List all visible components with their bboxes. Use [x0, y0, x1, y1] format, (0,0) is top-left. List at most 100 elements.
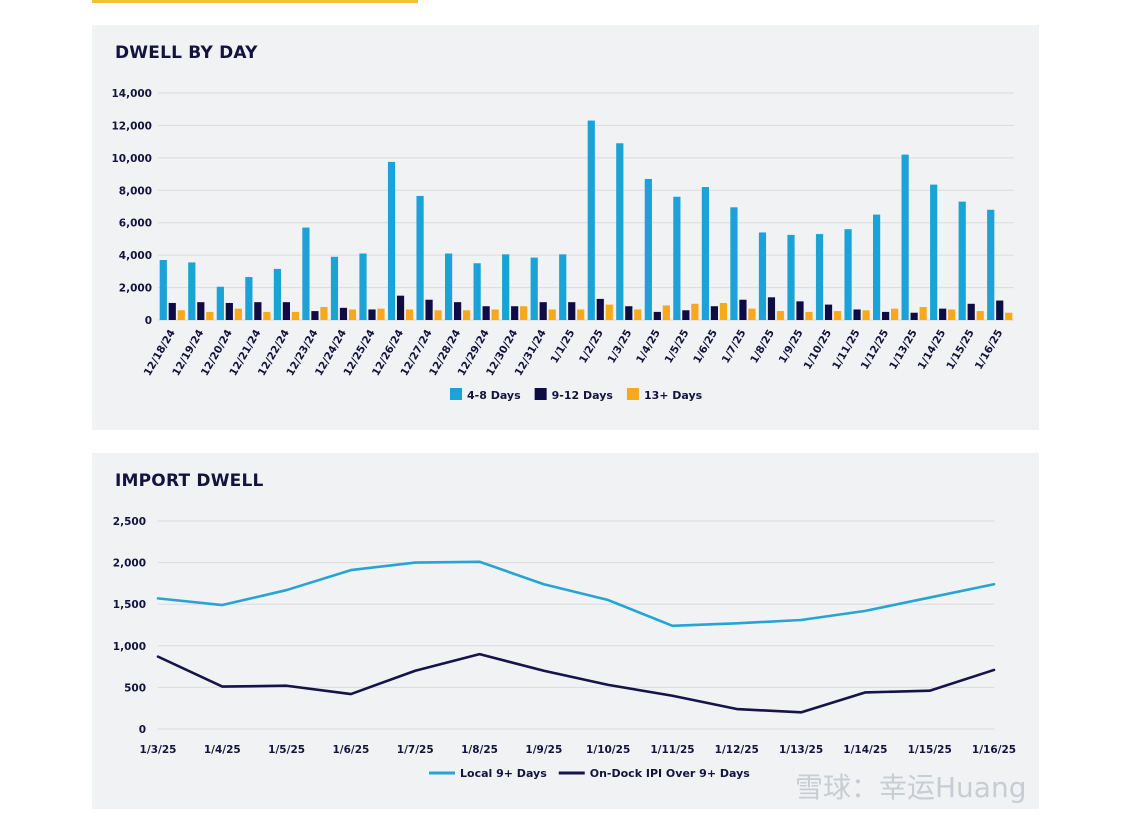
x-tick-label: 1/14/25: [843, 744, 887, 756]
bar-4-8-days: [530, 257, 538, 320]
bar-4-8-days: [730, 207, 738, 320]
y-tick-label: 12,000: [111, 120, 152, 132]
x-tick-label: 1/4/25: [204, 744, 241, 756]
bar-9-12-days: [824, 304, 833, 320]
bar-13-plus-days: [1005, 312, 1013, 320]
bar-9-12-days: [254, 302, 262, 320]
bar-9-12-days: [454, 302, 462, 320]
y-tick-label: 0: [145, 315, 152, 327]
bar-9-12-days: [368, 309, 376, 320]
bar-4-8-days: [815, 234, 824, 320]
bar-4-8-days: [188, 262, 196, 320]
x-tick-label: 1/13/25: [779, 744, 823, 756]
bar-13-plus-days: [805, 311, 813, 320]
import-dwell-title: IMPORT DWELL: [115, 471, 264, 491]
bar-13-plus-days: [833, 311, 842, 320]
x-tick-label: 1/15/25: [944, 328, 976, 372]
bar-9-12-days: [539, 302, 547, 320]
legend-label: On-Dock IPI Over 9+ Days: [590, 767, 751, 780]
bar-4-8-days: [901, 154, 909, 320]
bar-13-plus-days: [948, 309, 956, 320]
bar-13-plus-days: [748, 308, 756, 320]
bar-4-8-days: [587, 120, 595, 320]
bar-9-12-days: [568, 302, 576, 320]
bar-9-12-days: [939, 308, 947, 320]
bar-4-8-days-legend-swatch: [450, 388, 462, 400]
y-tick-label: 14,000: [111, 88, 152, 100]
bar-4-8-days: [844, 229, 852, 320]
y-tick-label: 1,000: [113, 641, 146, 653]
bar-9-12-days: [653, 311, 661, 320]
bar-13-plus-days: [976, 311, 984, 320]
y-tick-label: 2,000: [119, 283, 152, 295]
bar-13-plus-days: [348, 309, 357, 320]
bar-9-12-days: [710, 306, 718, 320]
bar-13-plus-days: [206, 311, 214, 320]
bar-4-8-days: [387, 161, 396, 320]
bar-13-plus-days: [320, 307, 328, 320]
x-tick-label: 1/4/25: [634, 328, 663, 366]
bar-9-12-days: [682, 310, 690, 320]
bar-4-8-days: [302, 227, 310, 320]
bar-13-plus-days: [862, 310, 870, 320]
bar-4-8-days: [930, 184, 938, 320]
bar-13-plus-days: [234, 308, 242, 320]
bar-9-12-days: [168, 302, 176, 320]
top-accent-rule: [92, 0, 418, 3]
x-tick-label: 1/16/25: [973, 328, 1005, 372]
dwell-by-day-title: DWELL BY DAY: [115, 43, 258, 63]
bar-4-8-days: [473, 263, 481, 320]
bar-9-12-days: [339, 307, 348, 320]
x-tick-label: 1/6/25: [691, 328, 720, 366]
bar-13-plus-days: [776, 311, 785, 320]
bar-13-plus-days: [891, 308, 899, 320]
bar-13-plus-days: [291, 311, 299, 320]
bar-9-12-days-legend-swatch: [534, 388, 547, 400]
bar-9-12-days: [882, 311, 890, 320]
y-tick-label: 6,000: [119, 218, 152, 230]
bar-9-12-days: [197, 302, 205, 320]
bar-4-8-days: [559, 254, 567, 320]
bar-4-8-days: [445, 253, 453, 320]
bar-13-plus-days: [719, 302, 727, 320]
x-tick-label: 1/6/25: [332, 744, 369, 756]
x-tick-label: 1/1/25: [548, 328, 577, 366]
x-tick-label: 1/9/25: [525, 744, 562, 756]
bar-9-12-days: [625, 306, 633, 320]
bar-13-plus-days-legend-swatch: [626, 388, 639, 400]
bar-9-12-days: [596, 298, 604, 320]
y-tick-label: 0: [139, 724, 146, 736]
bar-13-plus-days: [434, 310, 442, 320]
bar-4-8-days: [673, 196, 681, 320]
bar-13-plus-days: [605, 304, 613, 320]
bar-4-8-days: [330, 256, 339, 320]
bar-4-8-days: [873, 214, 881, 320]
bar-4-8-days: [787, 234, 795, 320]
dwell-by-day-panel: DWELL BY DAY 0 2,000 4,000 6,000 8,000 10,000…: [92, 25, 1039, 430]
y-tick-label: 1,500: [113, 599, 146, 611]
x-tick-label: 1/14/25: [916, 328, 948, 372]
bar-4-8-days: [616, 143, 624, 320]
bar-13-plus-days: [263, 311, 271, 320]
bar-9-12-days: [996, 300, 1004, 320]
bar-13-plus-days: [463, 310, 471, 320]
import-dwell-chart: 0 500 1,000 1,500 2,000 2,500 1/3/25 1/4/25 1/5/…: [113, 516, 1016, 780]
y-tick-label: 500: [124, 682, 146, 694]
y-tick-label: 2,500: [113, 516, 146, 528]
bar-13-plus-days: [548, 309, 556, 320]
bar-4-8-days: [644, 178, 652, 320]
watermark: 雪球：幸运Huang: [795, 771, 1027, 804]
legend-label: 13+ Days: [644, 389, 703, 402]
x-tick-label: 1/11/25: [650, 744, 694, 756]
x-tick-label: 1/8/25: [748, 328, 777, 366]
x-tick-label: 1/16/25: [972, 744, 1016, 756]
bar-9-12-days: [225, 302, 233, 320]
bar-4-8-days: [359, 253, 367, 320]
bar-4-8-days: [273, 268, 281, 320]
y-tick-label: 8,000: [119, 185, 152, 197]
x-tick-label: 1/7/25: [397, 744, 434, 756]
bar-13-plus-days: [577, 309, 585, 320]
bar-9-12-days: [967, 303, 975, 320]
line-on-dock-ipi-over-9-plus-days: [156, 652, 996, 714]
x-tick-label: 1/5/25: [268, 744, 305, 756]
